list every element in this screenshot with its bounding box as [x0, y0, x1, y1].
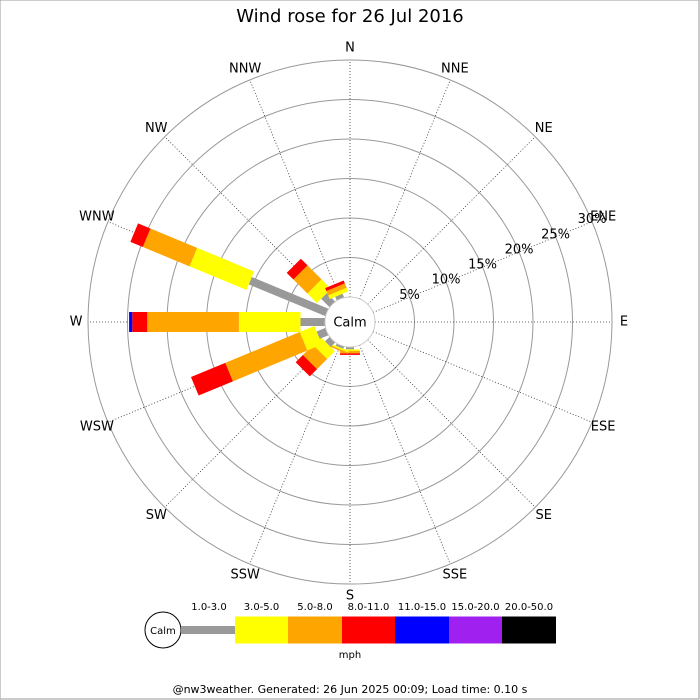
legend-calm-label: Calm: [150, 626, 176, 637]
r-tick-label: 5%: [399, 288, 420, 303]
chart-title: Wind rose for 26 Jul 2016: [236, 6, 464, 27]
legend-label: 15.0-20.0: [451, 602, 499, 613]
direction-label: NW: [145, 121, 168, 136]
petal-segment: [328, 287, 349, 300]
r-tick-label: 25%: [541, 227, 570, 242]
petal-segment: [132, 312, 148, 332]
petal-segment: [325, 280, 345, 292]
legend-swatch: [502, 616, 556, 644]
petal-segment: [286, 258, 308, 280]
petal-segment: [142, 228, 198, 267]
spoke: [367, 136, 536, 305]
direction-label: WNW: [79, 210, 115, 225]
legend-swatch: [181, 626, 235, 634]
direction-label: WSW: [80, 419, 114, 434]
direction-label: NE: [535, 121, 553, 136]
spoke: [372, 331, 593, 423]
direction-label: ESE: [591, 419, 616, 434]
legend-swatch: [235, 616, 288, 644]
petal-segment: [238, 312, 301, 332]
direction-label: SSE: [442, 568, 467, 583]
petal-segment: [302, 344, 328, 370]
direction-label: SW: [146, 508, 167, 523]
direction-label: NNE: [441, 61, 469, 76]
petal-segment: [299, 325, 322, 351]
petal-segment: [129, 312, 133, 332]
spoke: [249, 79, 341, 300]
direction-label: E: [620, 315, 628, 330]
r-tick-label: 10%: [432, 273, 461, 288]
direction-label: SE: [536, 508, 552, 523]
petal-segment: [307, 279, 332, 304]
ring: [127, 99, 573, 545]
unit-label: mph: [339, 650, 361, 661]
footer: @nw3weather. Generated: 26 Jun 2025 00:0…: [173, 683, 528, 696]
petal-segment: [340, 349, 360, 351]
r-tick-label: 15%: [468, 258, 497, 273]
ring: [87, 59, 613, 585]
calm-circle: [324, 296, 376, 348]
direction-label: ENE: [590, 210, 616, 225]
legend-swatch: [342, 616, 395, 644]
legend-label: 3.0-5.0: [244, 602, 279, 613]
petal-segment: [325, 336, 336, 347]
petal-segment: [340, 350, 360, 354]
spoke: [367, 339, 536, 508]
spoke: [249, 344, 341, 565]
petal-segment: [295, 354, 318, 377]
direction-label: W: [70, 315, 83, 330]
legend-label: 11.0-15.0: [398, 602, 446, 613]
legend-swatch: [449, 616, 502, 644]
petal-segment: [346, 347, 354, 350]
legend-label: 20.0-50.0: [505, 602, 553, 613]
spoke: [359, 344, 451, 565]
petal-segment: [190, 362, 233, 396]
direction-label: NNW: [229, 61, 261, 76]
legend-label: 5.0-8.0: [297, 602, 332, 613]
legend-label: 1.0-3.0: [191, 602, 226, 613]
direction-label: N: [345, 41, 355, 56]
calm-label: Calm: [333, 316, 366, 331]
spoke: [359, 79, 451, 300]
petal-segment: [225, 332, 308, 382]
petal-segment: [329, 343, 349, 353]
petal-segment: [329, 344, 349, 355]
petal-segment: [321, 293, 336, 308]
petal-segment: [316, 327, 329, 339]
petal-segment: [248, 276, 329, 317]
direction-label: S: [346, 589, 354, 604]
petal-segment: [130, 223, 151, 247]
petal-segment: [326, 283, 347, 296]
petal-segment: [335, 293, 345, 301]
spoke: [372, 221, 593, 313]
petal-segment: [293, 265, 322, 294]
petal-segment: [335, 343, 345, 349]
petal-segment: [340, 353, 360, 355]
legend-swatch: [395, 616, 449, 644]
petal-segment: [147, 312, 239, 332]
petal-segment: [300, 318, 326, 326]
direction-label: SSW: [230, 568, 260, 583]
r-tick-label: 20%: [505, 242, 534, 257]
petal-segment: [189, 247, 255, 290]
legend-swatch: [288, 616, 342, 644]
r-tick-label: 30%: [578, 212, 607, 227]
legend-label: 8.0-11.0: [348, 602, 390, 613]
